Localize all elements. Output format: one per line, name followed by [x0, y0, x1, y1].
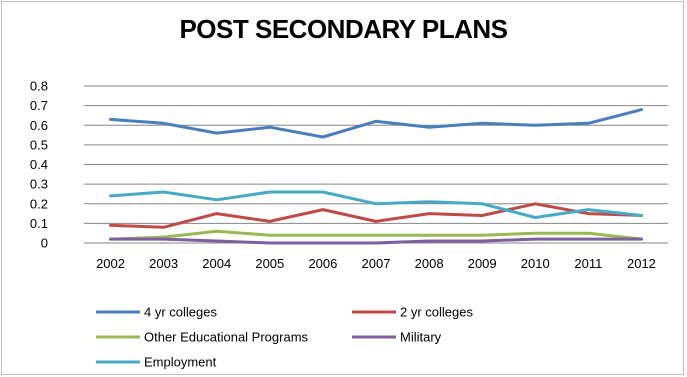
x-tick-label: 2007 — [362, 256, 391, 271]
x-tick-label: 2012 — [627, 256, 656, 271]
y-tick-label: 0 — [41, 236, 48, 251]
x-tick-label: 2003 — [149, 256, 178, 271]
legend-label: Other Educational Programs — [144, 330, 309, 345]
legend-label: 4 yr colleges — [144, 305, 217, 320]
x-axis-ticks: 2002 2003 2004 2005 2006 2007 2008 2009 2010 2011… — [96, 256, 656, 271]
y-tick-label: 0.3 — [30, 177, 48, 192]
y-axis-ticks: 0 0.1 0.2 0.3 0.4 0.5 0.6 0.7 0.8 — [30, 79, 48, 251]
x-tick-label: 2010 — [521, 256, 550, 271]
y-tick-label: 0.8 — [30, 79, 48, 94]
y-tick-label: 0.1 — [30, 216, 48, 231]
legend: 4 yr colleges 2 yr colleges Other Educatio… — [96, 305, 473, 370]
y-tick-label: 0.4 — [30, 157, 48, 172]
series-line-3 — [109, 237, 643, 245]
x-tick-label: 2008 — [415, 256, 444, 271]
y-tick-label: 0.5 — [30, 137, 48, 152]
x-tick-label: 2009 — [468, 256, 497, 271]
legend-label: 2 yr colleges — [400, 305, 473, 320]
gridlines — [84, 85, 668, 244]
chart-title: POST SECONDARY PLANS — [179, 14, 508, 44]
series-lines — [109, 108, 643, 245]
legend-label: Military — [400, 330, 442, 345]
x-tick-label: 2006 — [308, 256, 337, 271]
y-tick-label: 0.7 — [30, 98, 48, 113]
x-tick-label: 2002 — [96, 256, 125, 271]
x-tick-label: 2004 — [202, 256, 231, 271]
y-tick-label: 0.2 — [30, 196, 48, 211]
x-tick-label: 2005 — [255, 256, 284, 271]
y-tick-label: 0.6 — [30, 118, 48, 133]
series-line-4 — [109, 190, 643, 219]
series-line-0 — [109, 108, 643, 139]
x-tick-label: 2011 — [574, 256, 602, 271]
legend-label: Employment — [144, 355, 217, 370]
